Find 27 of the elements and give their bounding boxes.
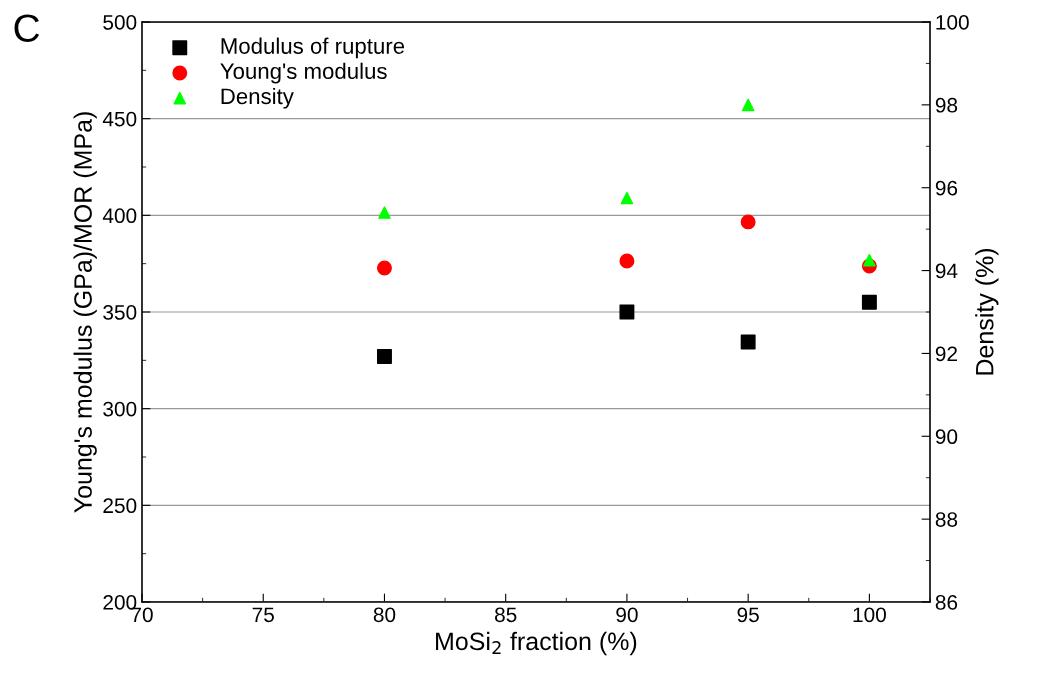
y2-tick-label: 86 [935, 595, 958, 610]
x-tick-label: 75 [252, 607, 274, 623]
x-tick-label: 100 [853, 607, 886, 623]
y-axis-title: Young's modulus (GPa)/MOR (MPa) [73, 112, 97, 513]
text: C [14, 14, 40, 42]
legend-label: Density [221, 87, 294, 109]
y2-tick-label: 94 [935, 263, 958, 279]
y-tick-label: 500 [103, 15, 137, 30]
y-tick-label: 300 [103, 401, 137, 417]
y2-tick-label: 90 [935, 429, 958, 445]
y-tick-label: 350 [103, 305, 137, 320]
y2-tick-label: 96 [935, 180, 958, 196]
y2-tick-label: 92 [935, 346, 957, 362]
legend-label: Young's modulus [220, 62, 387, 84]
y-tick-label: 450 [102, 111, 137, 127]
x-tick-label: 80 [373, 607, 396, 623]
x-axis-title: MoSi$_{2}$ fraction (%) [436, 631, 637, 656]
y2-axis-title: Density (%) [975, 248, 999, 375]
x-tick-label: 90 [616, 607, 638, 623]
x-tick-label: 95 [737, 607, 759, 623]
y-tick-label: 400 [102, 208, 137, 224]
x-tick-label: 85 [495, 607, 517, 623]
y-tick-label: 250 [103, 498, 137, 514]
y2-tick-label: 100 [936, 15, 969, 30]
legend-label: Modulus of rupture [221, 37, 405, 59]
y2-tick-label: 88 [935, 512, 958, 527]
y2-tick-label: 98 [935, 97, 958, 113]
